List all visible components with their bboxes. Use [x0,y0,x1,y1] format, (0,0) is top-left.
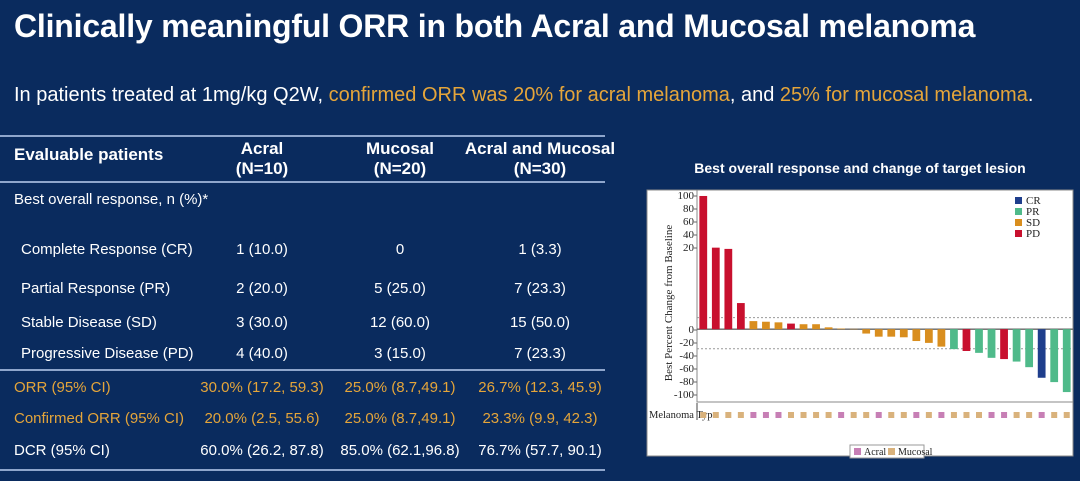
svg-text:-20: -20 [679,337,694,349]
svg-text:Melanoma Type: Melanoma Type [649,410,718,421]
svg-text:PD: PD [1026,228,1040,240]
svg-text:100: 100 [678,190,695,202]
svg-text:-80: -80 [679,376,694,388]
svg-text:Mucosal: Mucosal [898,447,933,458]
svg-text:0: 0 [689,324,695,336]
svg-text:Best Percent Change from Basel: Best Percent Change from Baseline [663,225,675,382]
svg-text:-60: -60 [679,363,694,375]
svg-text:Acral: Acral [864,447,886,458]
svg-text:-40: -40 [679,350,694,362]
svg-text:60: 60 [683,216,695,228]
svg-text:80: 80 [683,203,695,215]
svg-text:40: 40 [683,229,695,241]
svg-text:20: 20 [683,242,695,254]
svg-text:-100: -100 [674,389,695,401]
